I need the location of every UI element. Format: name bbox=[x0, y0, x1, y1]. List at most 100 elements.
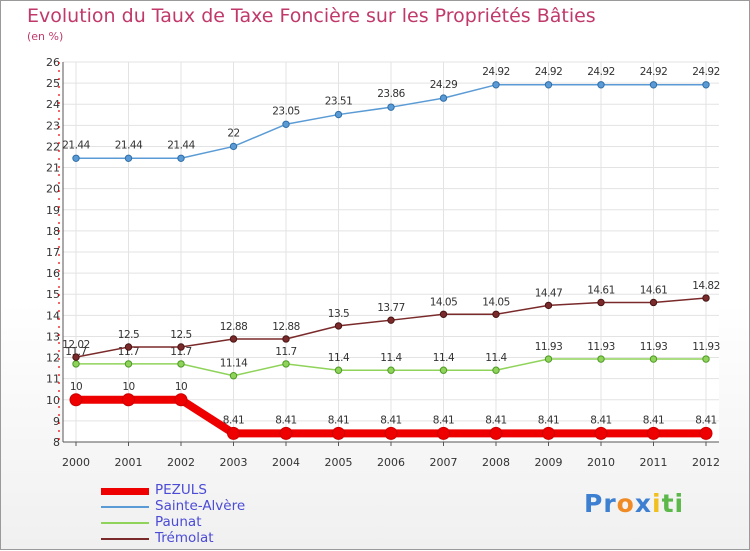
data-label-paunat-2008: 11.4 bbox=[485, 352, 507, 364]
data-label-sainte-alvere-2010: 24.92 bbox=[587, 66, 615, 78]
data-label-pezuls-2010: 8.41 bbox=[590, 414, 611, 426]
data-label-tremolat-2006: 13.77 bbox=[377, 302, 405, 314]
data-label-tremolat-2008: 14.05 bbox=[482, 296, 510, 308]
point-paunat-2004 bbox=[282, 360, 290, 368]
y-tick-label-17: 17 bbox=[46, 246, 60, 259]
data-label-pezuls-2004: 8.41 bbox=[275, 414, 296, 426]
y-tick-label-21: 21 bbox=[46, 162, 60, 175]
data-label-pezuls-2005: 8.41 bbox=[328, 414, 349, 426]
x-tick-label-2010: 2010 bbox=[587, 456, 615, 469]
data-label-tremolat-2012: 14.82 bbox=[692, 280, 720, 292]
data-label-sainte-alvere-2012: 24.92 bbox=[692, 66, 720, 78]
data-label-sainte-alvere-2005: 23.51 bbox=[325, 96, 353, 108]
data-label-paunat-2004: 11.7 bbox=[275, 346, 296, 358]
y-axis-unit-label: (en %) bbox=[27, 30, 64, 43]
point-paunat-2001 bbox=[124, 360, 133, 368]
point-pezuls-2000 bbox=[69, 393, 83, 407]
data-label-paunat-2006: 11.4 bbox=[380, 352, 402, 364]
proxiti-logo: Proxiti bbox=[584, 489, 684, 518]
data-label-pezuls-2001: 10 bbox=[122, 381, 134, 393]
point-sainte-alvere-2005 bbox=[334, 110, 343, 119]
y-tick-label-25: 25 bbox=[46, 77, 60, 90]
point-pezuls-2004 bbox=[279, 426, 293, 440]
point-paunat-2008 bbox=[492, 366, 500, 374]
point-paunat-2000 bbox=[72, 360, 80, 368]
data-label-pezuls-2000: 10 bbox=[70, 381, 82, 393]
point-tremolat-2008 bbox=[492, 310, 500, 318]
x-tick-label-2006: 2006 bbox=[377, 456, 405, 469]
legend-swatch-paunat bbox=[101, 522, 149, 524]
y-tick-label-8: 8 bbox=[53, 436, 60, 449]
data-label-tremolat-2010: 14.61 bbox=[587, 284, 615, 296]
point-pezuls-2003 bbox=[227, 426, 240, 440]
data-label-tremolat-2001: 12.5 bbox=[118, 329, 139, 341]
data-label-tremolat-2007: 14.05 bbox=[430, 296, 458, 308]
point-tremolat-2010 bbox=[597, 298, 605, 307]
point-tremolat-2011 bbox=[649, 298, 658, 307]
data-label-pezuls-2002: 10 bbox=[175, 381, 187, 393]
data-label-paunat-2009: 11.93 bbox=[535, 341, 563, 353]
data-label-pezuls-2003: 8.41 bbox=[223, 414, 244, 426]
x-tick-label-2000: 2000 bbox=[62, 456, 90, 469]
legend-label-pezuls: PEZULS bbox=[155, 482, 207, 498]
point-pezuls-2006 bbox=[384, 426, 398, 440]
data-label-paunat-2003: 11.14 bbox=[220, 358, 248, 370]
data-label-paunat-2007: 11.4 bbox=[433, 352, 455, 364]
logo-part-1: Pr bbox=[584, 489, 617, 518]
point-sainte-alvere-2001 bbox=[124, 154, 133, 162]
data-label-paunat-2000: 11.7 bbox=[65, 346, 86, 358]
data-label-sainte-alvere-2008: 24.92 bbox=[482, 66, 510, 78]
data-label-pezuls-2006: 8.41 bbox=[380, 414, 401, 426]
y-tick-label-15: 15 bbox=[46, 288, 60, 301]
y-tick-label-14: 14 bbox=[46, 309, 60, 322]
point-sainte-alvere-2004 bbox=[282, 120, 290, 128]
point-pezuls-2005 bbox=[332, 426, 345, 440]
x-tick-label-2002: 2002 bbox=[167, 456, 195, 469]
point-paunat-2005 bbox=[334, 366, 343, 374]
point-sainte-alvere-2009 bbox=[544, 81, 553, 89]
data-label-sainte-alvere-2004: 23.05 bbox=[272, 105, 300, 117]
y-tick-label-26: 26 bbox=[46, 56, 60, 69]
point-pezuls-2009 bbox=[542, 426, 555, 440]
data-label-sainte-alvere-2011: 24.92 bbox=[640, 66, 668, 78]
y-tick-label-9: 9 bbox=[53, 415, 60, 428]
x-tick-label-2004: 2004 bbox=[272, 456, 300, 469]
y-tick-label-22: 22 bbox=[46, 140, 60, 153]
data-label-tremolat-2005: 13.5 bbox=[328, 308, 349, 320]
data-label-pezuls-2012: 8.41 bbox=[695, 414, 716, 426]
data-label-paunat-2010: 11.93 bbox=[587, 341, 615, 353]
point-paunat-2007 bbox=[439, 366, 448, 374]
point-tremolat-2001 bbox=[124, 343, 133, 351]
point-pezuls-2001 bbox=[122, 393, 135, 407]
legend: PEZULS Sainte-Alvère Paunat Trémolat bbox=[101, 482, 321, 547]
point-pezuls-2011 bbox=[647, 426, 660, 440]
data-label-pezuls-2011: 8.41 bbox=[643, 414, 664, 426]
y-tick-label-16: 16 bbox=[46, 267, 60, 280]
y-tick-label-13: 13 bbox=[46, 330, 60, 343]
point-tremolat-2006 bbox=[387, 316, 395, 324]
x-tick-label-2003: 2003 bbox=[220, 456, 248, 469]
y-tick-label-10: 10 bbox=[46, 394, 60, 407]
data-label-paunat-2002: 11.7 bbox=[170, 346, 191, 358]
legend-swatch-pezuls bbox=[101, 488, 149, 495]
data-label-tremolat-2000: 12.02 bbox=[62, 339, 90, 351]
point-tremolat-2002 bbox=[177, 343, 185, 351]
point-sainte-alvere-2006 bbox=[387, 103, 395, 111]
legend-swatch-tremolat bbox=[101, 538, 149, 540]
y-tick-label-24: 24 bbox=[46, 98, 60, 111]
x-tick-label-2011: 2011 bbox=[640, 456, 668, 469]
logo-part-4: i bbox=[651, 489, 662, 518]
legend-item-sainte-alvere: Sainte-Alvère bbox=[101, 498, 321, 515]
data-label-tremolat-2011: 14.61 bbox=[640, 284, 668, 296]
y-tick-label-18: 18 bbox=[46, 225, 60, 238]
point-pezuls-2012 bbox=[699, 426, 713, 440]
point-tremolat-2005 bbox=[334, 322, 343, 330]
y-tick-label-11: 11 bbox=[46, 373, 60, 386]
point-tremolat-2007 bbox=[439, 310, 448, 318]
x-tick-label-2007: 2007 bbox=[430, 456, 458, 469]
point-sainte-alvere-2007 bbox=[439, 94, 448, 102]
point-sainte-alvere-2010 bbox=[597, 81, 605, 89]
data-label-sainte-alvere-2000: 21.44 bbox=[62, 139, 90, 151]
